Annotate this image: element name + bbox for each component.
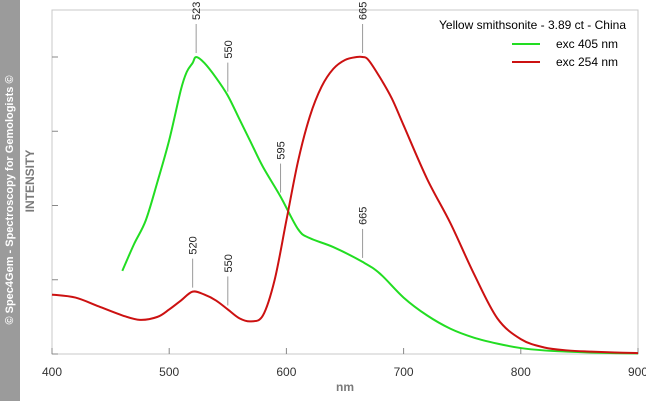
peak-label: 665 <box>358 207 370 225</box>
axes: 400 500 600 700 800 900 nm INTENSITY <box>23 9 646 394</box>
peak-label: 665 <box>358 2 370 20</box>
x-tick-label: 600 <box>276 365 296 379</box>
x-tick-label: 400 <box>42 365 62 379</box>
plot-area <box>51 55 639 355</box>
x-tick-label: 900 <box>628 365 646 379</box>
chart-title: Yellow smithsonite - 3.89 ct - China <box>439 18 626 32</box>
y-axis-title: INTENSITY <box>23 150 37 213</box>
peak-label: 523 <box>191 2 203 20</box>
series-line-exc-405 <box>121 56 639 355</box>
x-tick-label: 700 <box>394 365 414 379</box>
peak-label: 520 <box>188 236 200 254</box>
legend-entry: exc 254 nm <box>556 55 618 69</box>
watermark-strip: © Spec4Gem - Spectroscopy for Gemologist… <box>0 0 20 401</box>
legend: Yellow smithsonite - 3.89 ct - China exc … <box>439 18 626 69</box>
x-tick-label: 800 <box>511 365 531 379</box>
peak-label: 550 <box>223 254 235 272</box>
x-axis-title: nm <box>336 380 354 394</box>
peak-annotations: 523 550 595 665 665 520 550 <box>188 2 370 306</box>
series-line-exc-254 <box>51 55 639 355</box>
plot-frame <box>51 9 639 355</box>
peak-label: 595 <box>276 141 288 159</box>
peak-label: 550 <box>223 40 235 58</box>
x-tick-label: 500 <box>159 365 179 379</box>
legend-entry: exc 405 nm <box>556 37 618 51</box>
